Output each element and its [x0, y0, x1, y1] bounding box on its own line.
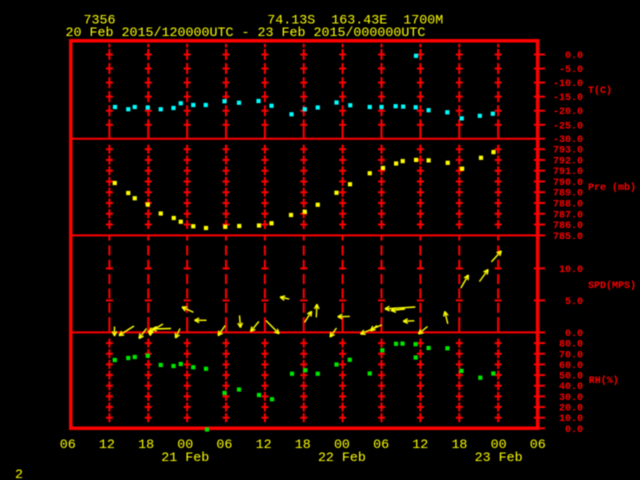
svg-text:74.13S: 74.13S	[267, 14, 315, 29]
svg-text:-20.0: -20.0	[553, 107, 583, 118]
svg-text:-30.0: -30.0	[553, 135, 583, 146]
svg-text:785.0: 785.0	[553, 232, 583, 243]
svg-text:RH(%): RH(%)	[589, 375, 619, 387]
svg-text:00: 00	[177, 438, 193, 453]
svg-text:20 Feb 2015/120000UTC - 23 Feb: 20 Feb 2015/120000UTC - 23 Feb 2015/0000…	[66, 26, 426, 41]
svg-text:40.0: 40.0	[559, 382, 583, 393]
svg-text:789.0: 789.0	[553, 189, 583, 200]
svg-text:0.0: 0.0	[565, 425, 583, 436]
svg-text:12: 12	[99, 438, 115, 453]
svg-text:23 Feb: 23 Feb	[475, 451, 523, 466]
svg-text:06: 06	[530, 438, 546, 453]
svg-text:00: 00	[334, 438, 350, 453]
svg-text:06: 06	[373, 438, 389, 453]
svg-text:-15.0: -15.0	[553, 93, 583, 104]
svg-text:-10.0: -10.0	[553, 79, 583, 90]
svg-text:60.0: 60.0	[559, 361, 583, 372]
svg-text:22 Feb: 22 Feb	[318, 451, 366, 466]
svg-text:2: 2	[15, 468, 23, 480]
svg-text:-5.0: -5.0	[559, 65, 583, 76]
svg-text:0.0: 0.0	[565, 51, 583, 62]
svg-text:06: 06	[216, 438, 232, 453]
svg-text:12: 12	[256, 438, 272, 453]
svg-text:12: 12	[412, 438, 428, 453]
svg-text:788.0: 788.0	[553, 200, 583, 211]
svg-text:163.43E: 163.43E	[331, 14, 387, 29]
svg-text:787.0: 787.0	[553, 210, 583, 221]
svg-text:10.0: 10.0	[559, 414, 583, 425]
svg-text:T(C): T(C)	[588, 85, 612, 97]
svg-text:SPD(MPS): SPD(MPS)	[588, 280, 636, 292]
svg-text:06: 06	[60, 438, 76, 453]
svg-text:70.0: 70.0	[559, 350, 583, 361]
svg-text:792.0: 792.0	[553, 156, 583, 167]
svg-text:786.0: 786.0	[553, 221, 583, 232]
svg-text:791.0: 791.0	[553, 167, 583, 178]
svg-text:-25.0: -25.0	[553, 121, 583, 132]
svg-text:793.0: 793.0	[553, 146, 583, 157]
svg-text:Pre (mb): Pre (mb)	[588, 182, 636, 194]
svg-text:00: 00	[491, 438, 507, 453]
svg-text:790.0: 790.0	[553, 178, 583, 189]
svg-text:50.0: 50.0	[559, 372, 583, 383]
svg-text:20.0: 20.0	[559, 404, 583, 415]
svg-text:18: 18	[451, 438, 467, 453]
svg-text:30.0: 30.0	[559, 393, 583, 404]
svg-text:80.0: 80.0	[559, 340, 583, 351]
svg-text:7356: 7356	[84, 14, 116, 29]
svg-text:1700M: 1700M	[403, 14, 443, 29]
svg-text:0.0: 0.0	[565, 329, 583, 340]
svg-text:5.0: 5.0	[565, 297, 583, 308]
svg-text:21 Feb: 21 Feb	[161, 451, 209, 466]
svg-text:10.0: 10.0	[559, 265, 583, 276]
svg-text:18: 18	[138, 438, 154, 453]
svg-text:18: 18	[295, 438, 311, 453]
